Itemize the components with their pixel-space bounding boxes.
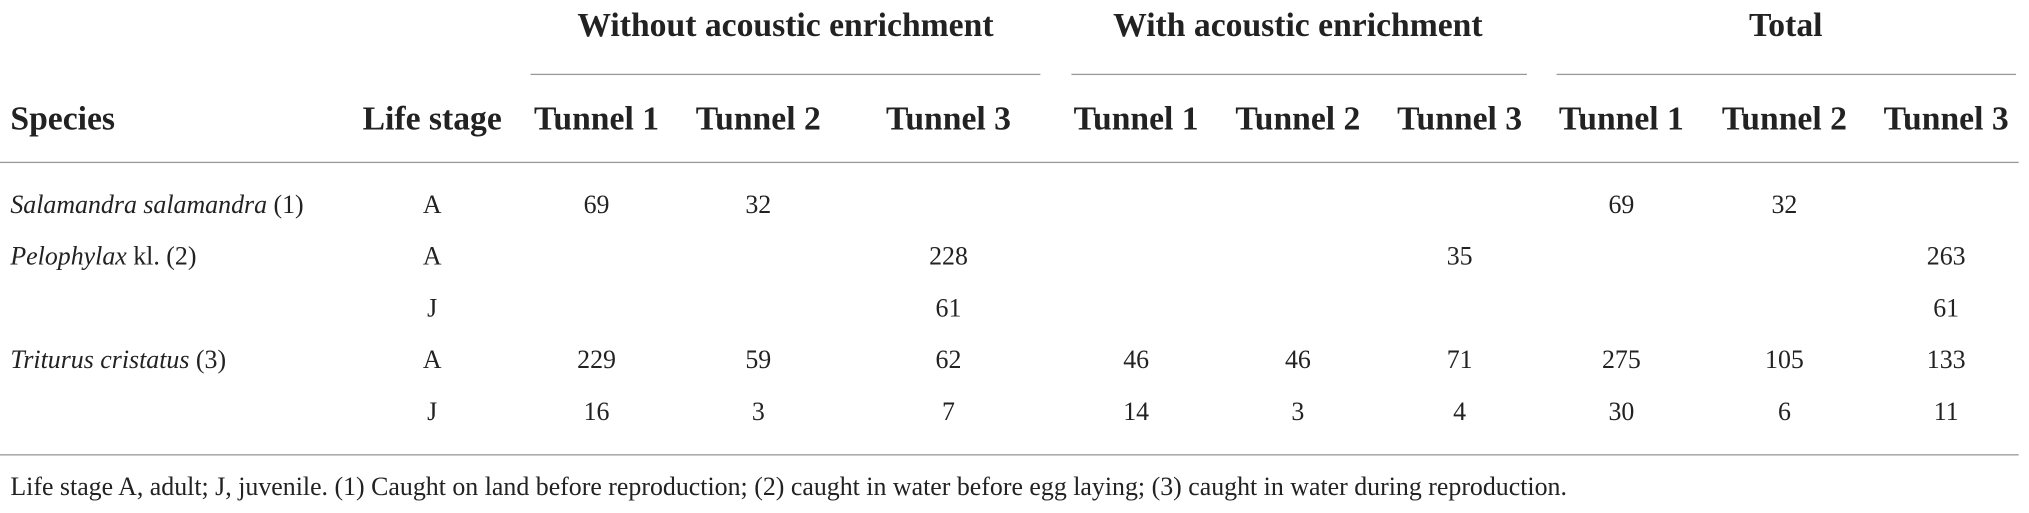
cell: 14 <box>1123 397 1150 427</box>
column-header: Tunnel 3 <box>1397 99 1523 138</box>
group-rule <box>1071 73 1527 76</box>
column-header: Tunnel 1 <box>1558 99 1684 138</box>
species-note: (1) <box>267 190 304 220</box>
cell: 16 <box>583 397 610 427</box>
cell: 7 <box>942 397 955 427</box>
species: Pelophylax kl. (2) <box>10 243 196 273</box>
column-header: Life stage <box>362 99 502 138</box>
header-rule <box>0 161 2019 164</box>
cell: 61 <box>1933 294 1960 323</box>
species-note: kl. (2) <box>126 242 197 272</box>
cell: 4 <box>1453 397 1467 427</box>
cell: 275 <box>1601 346 1641 375</box>
cell: 62 <box>935 346 962 375</box>
cell: 69 <box>1608 190 1635 220</box>
cell: 229 <box>577 346 616 375</box>
footnote: Life stage A, adult; J, juvenile. (1) Ca… <box>10 472 1567 502</box>
column-header: Tunnel 3 <box>885 99 1012 138</box>
column-header: Tunnel 2 <box>1721 99 1847 138</box>
cell: 32 <box>745 190 772 220</box>
cell: 71 <box>1446 346 1473 375</box>
life-stage: A <box>422 190 442 220</box>
column-header: Tunnel 1 <box>1073 99 1199 138</box>
column-header: Tunnel 2 <box>695 99 821 138</box>
column-header: Tunnel 3 <box>1883 99 2009 138</box>
life-stage: J <box>427 397 438 427</box>
column-header: Tunnel 2 <box>1235 99 1361 138</box>
cell: 228 <box>929 242 968 272</box>
group-rule <box>1556 73 2017 76</box>
group-header: Without acoustic enrichment <box>577 6 994 44</box>
cell: 61 <box>935 294 962 323</box>
life-stage: J <box>427 294 438 323</box>
cell: 30 <box>1608 397 1635 427</box>
cell: 69 <box>583 190 610 220</box>
column-header: Tunnel 1 <box>534 99 660 138</box>
cell: 3 <box>751 397 765 427</box>
life-stage: A <box>422 242 442 272</box>
group-header: With acoustic enrichment <box>1113 6 1483 44</box>
column-header: Species <box>10 99 116 138</box>
cell: 3 <box>1291 397 1305 427</box>
bottom-rule <box>0 454 2019 456</box>
group-header: Total <box>1748 6 1823 44</box>
species-name: Salamandra salamandra <box>10 190 268 220</box>
cell: 32 <box>1771 190 1798 220</box>
species-note: (3) <box>189 346 227 375</box>
cell: 59 <box>745 346 772 375</box>
species: Triturus cristatus (3) <box>10 346 226 376</box>
cell: 46 <box>1123 346 1150 375</box>
cell: 133 <box>1926 346 1966 375</box>
species: Salamandra salamandra (1) <box>10 191 303 221</box>
cell: 46 <box>1284 346 1311 375</box>
group-rule <box>530 73 1041 76</box>
species-name: Triturus cristatus <box>10 346 190 375</box>
species-name: Pelophylax <box>10 242 127 272</box>
life-stage: A <box>422 346 442 375</box>
cell: 105 <box>1765 346 1804 375</box>
cell: 6 <box>1777 397 1791 427</box>
cell: 35 <box>1446 242 1473 272</box>
cell: 11 <box>1933 397 1959 427</box>
cell: 263 <box>1926 242 1966 272</box>
